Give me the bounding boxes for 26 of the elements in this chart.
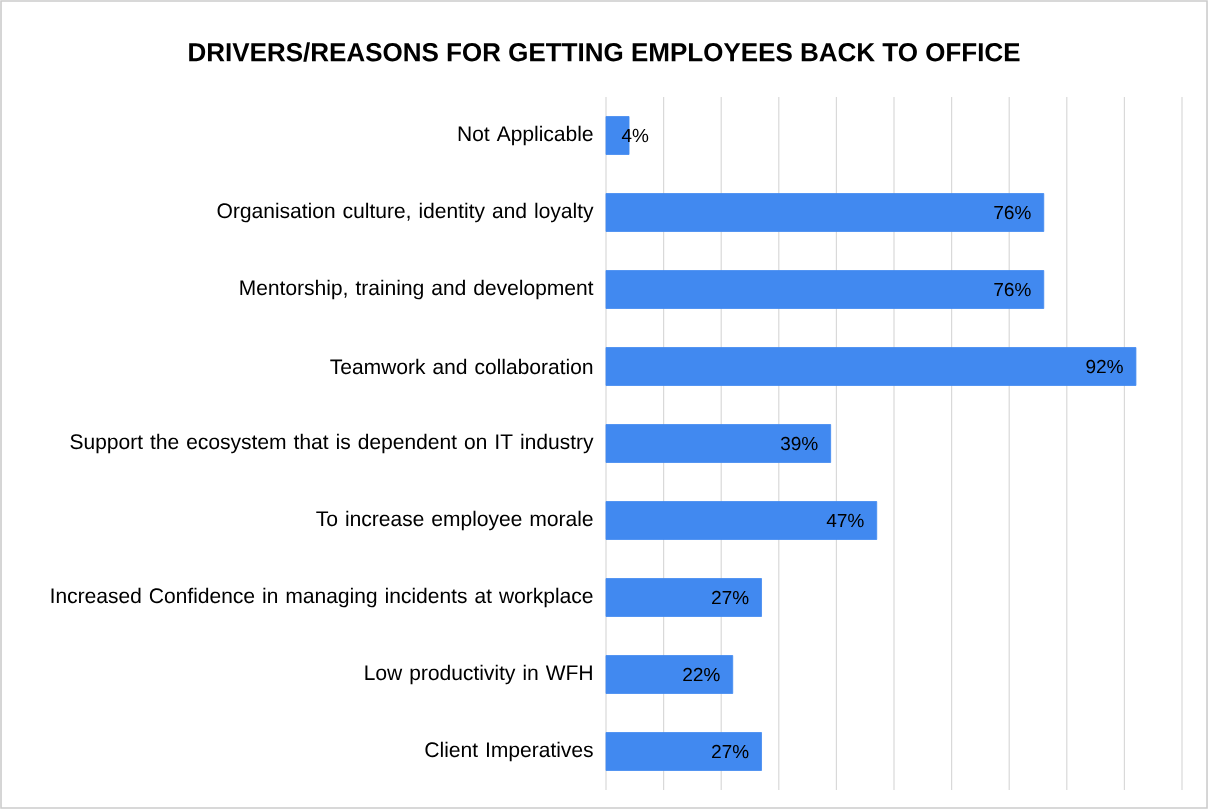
y-tick-label: Support the ecosystem that is dependent on IT industry	[70, 433, 594, 454]
data-label: 22%	[683, 667, 720, 682]
bar	[605, 193, 1045, 232]
y-tick-label: Not Applicable	[458, 125, 593, 146]
y-tick-label: Client Imperatives	[425, 741, 593, 762]
data-label: 47%	[826, 513, 864, 528]
y-tick-label: Low productivity in WFH	[365, 664, 592, 685]
y-tick-label: Increased Confidence in managing incidents at workplace	[51, 587, 593, 608]
bar	[605, 655, 734, 694]
bar	[605, 270, 1045, 309]
bar	[605, 424, 832, 463]
data-label: 27%	[712, 744, 749, 759]
bar	[605, 732, 762, 771]
data-label: 27%	[712, 590, 749, 605]
bar	[605, 578, 762, 617]
y-tick-label: Mentorship, training and development	[240, 279, 594, 300]
bar	[605, 501, 878, 540]
y-tick-label: To increase employee morale	[316, 510, 593, 531]
y-tick-label: Teamwork and collaboration	[330, 358, 593, 375]
bar	[605, 347, 1137, 386]
data-label: 76%	[994, 282, 1031, 297]
y-tick-label: Organisation culture, identity and loyalty	[217, 202, 594, 223]
data-label: 92%	[1086, 359, 1123, 374]
data-label: 76%	[994, 205, 1031, 220]
chart-title: DRIVERS/REASONS FOR GETTING EMPLOYEES BACK TO OFFICE	[189, 42, 1020, 62]
data-label: 39%	[780, 436, 818, 451]
